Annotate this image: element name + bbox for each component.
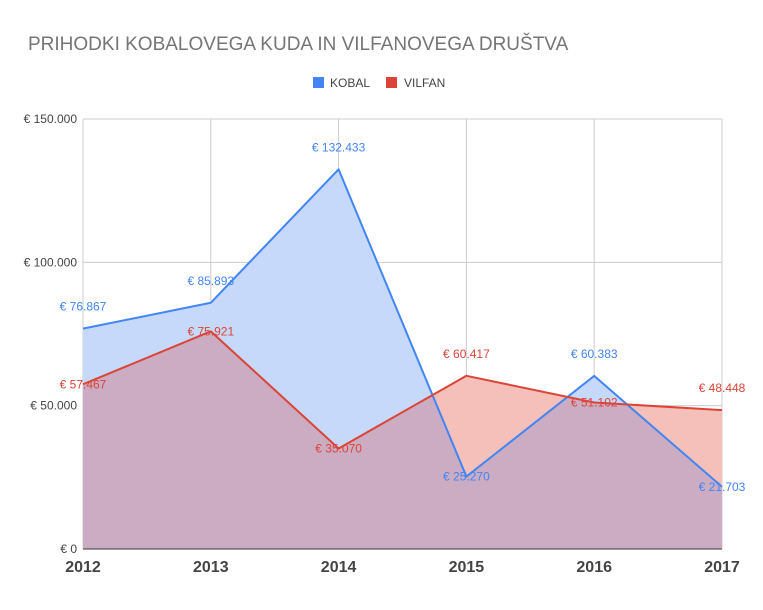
- x-tick-label: 2017: [704, 559, 740, 576]
- data-label-vilfan: € 48.448: [699, 381, 746, 395]
- legend-swatch-vilfan: [386, 77, 397, 88]
- overlap-area-fill: [83, 331, 722, 549]
- x-tick-label: 2015: [449, 559, 485, 576]
- overlap-area: [83, 331, 722, 549]
- data-labels: € 76.867 € 85.893 € 132.433 € 25.270 € 60.38…: [60, 140, 746, 493]
- x-tick-label: 2012: [65, 559, 101, 576]
- data-label-kobal: € 21.703: [699, 480, 746, 494]
- line-kobal: [82, 168, 723, 488]
- data-label-vilfan: € 35.070: [315, 441, 362, 455]
- legend-label-vilfan: VILFAN: [404, 76, 445, 90]
- data-label-kobal: € 85.893: [187, 274, 234, 288]
- x-tick-label: 2014: [321, 559, 357, 576]
- axes: € 0 € 50.000 € 100.000 € 150.000 2012 2013 201…: [24, 112, 740, 576]
- data-label-vilfan: € 51.102: [571, 396, 618, 410]
- legend-label-kobal: KOBAL: [330, 76, 370, 90]
- y-tick-label: € 0: [60, 542, 77, 556]
- y-tick-label: € 150.000: [24, 112, 78, 126]
- data-label-kobal: € 60.383: [571, 347, 618, 361]
- y-tick-label: € 100.000: [24, 255, 78, 269]
- x-tick-label: 2016: [576, 559, 612, 576]
- y-tick-label: € 50.000: [30, 399, 77, 413]
- legend-swatch-kobal: [313, 77, 324, 88]
- series-lines: [82, 168, 723, 488]
- data-label-vilfan: € 75.921: [187, 324, 234, 338]
- legend: KOBAL VILFAN: [313, 76, 445, 90]
- data-label-kobal: € 25.270: [443, 470, 490, 484]
- line-vilfan: [82, 330, 723, 450]
- data-label-kobal: € 132.433: [312, 140, 366, 154]
- x-tick-label: 2013: [193, 559, 229, 576]
- data-label-vilfan: € 60.417: [443, 347, 490, 361]
- data-label-kobal: € 76.867: [60, 300, 107, 314]
- chart-title: PRIHODKI KOBALOVEGA KUDA IN VILFANOVEGA …: [28, 33, 569, 55]
- data-label-vilfan: € 57.467: [60, 377, 107, 391]
